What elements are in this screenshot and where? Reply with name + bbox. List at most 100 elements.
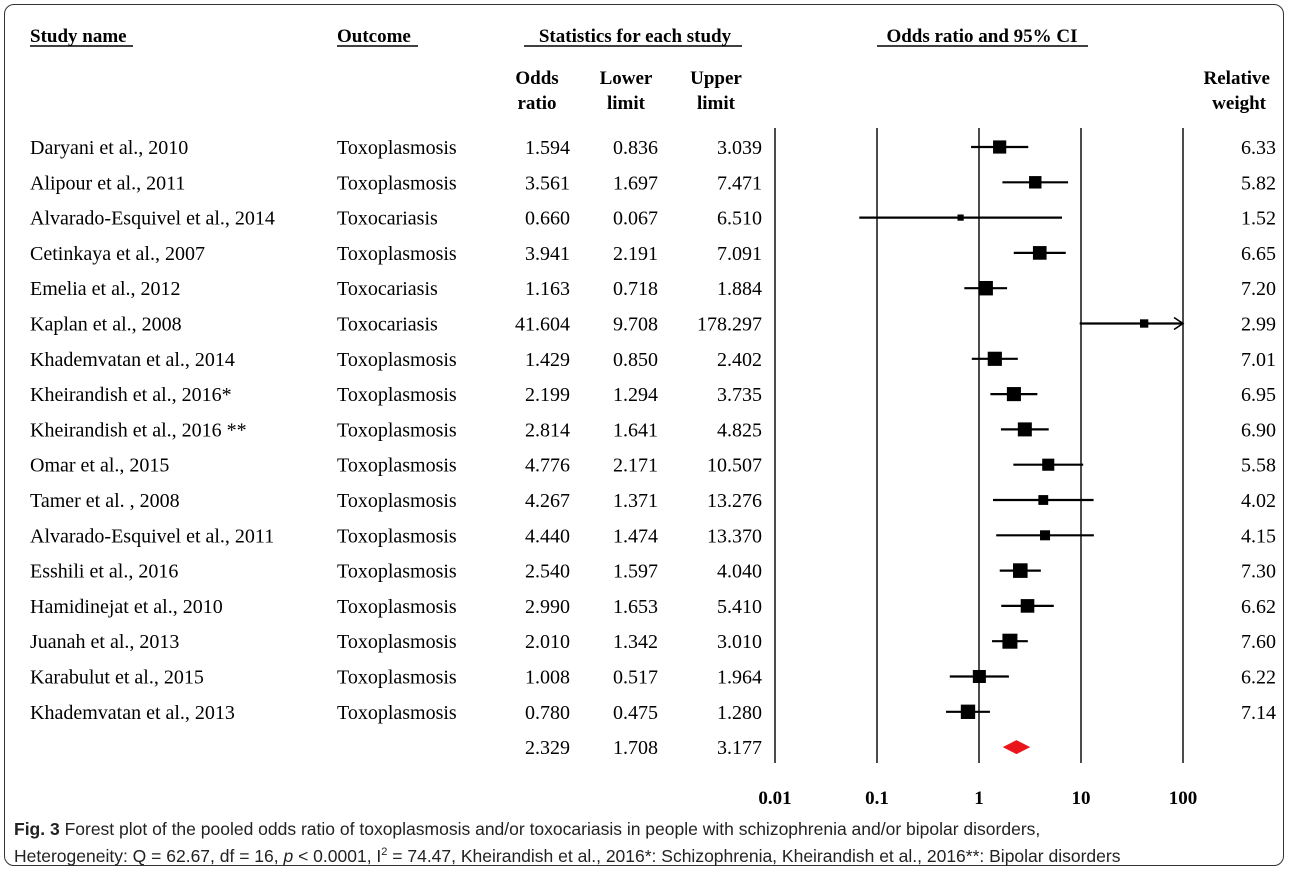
point-marker-16 <box>960 704 976 719</box>
study-or-12: 2.540 <box>525 561 570 583</box>
study-or-14: 2.010 <box>525 631 570 653</box>
study-lower-6: 0.850 <box>613 349 658 371</box>
figure-label: Fig. 3 <box>14 819 60 839</box>
header-lower: Lower <box>600 68 653 89</box>
point-marker-4 <box>978 280 993 296</box>
header-odds-ratio-ci: Odds ratio and 95% CI <box>886 26 1077 47</box>
point-marker-6 <box>987 351 1002 366</box>
ci-arrow-5 <box>1173 316 1185 331</box>
study-name-6: Khademvatan et al., 2014 <box>30 349 235 371</box>
study-outcome-1: Toxoplasmosis <box>337 172 457 194</box>
study-name-4: Emelia et al., 2012 <box>30 278 181 300</box>
study-upper-5: 178.297 <box>697 314 762 336</box>
point-marker-3 <box>1032 246 1047 260</box>
point-marker-7 <box>1006 387 1021 402</box>
study-or-5: 41.604 <box>515 314 570 336</box>
study-lower-4: 0.718 <box>613 278 658 300</box>
x-tick-label-4: 100 <box>1169 788 1198 809</box>
study-name-5: Kaplan et al., 2008 <box>30 314 182 336</box>
study-or-10: 4.267 <box>525 490 570 512</box>
point-marker-1 <box>1029 176 1042 189</box>
study-lower-5: 9.708 <box>613 314 658 336</box>
point-marker-14 <box>1002 633 1018 649</box>
study-lower-0: 0.836 <box>613 137 658 159</box>
study-outcome-10: Toxoplasmosis <box>337 490 457 512</box>
study-lower-10: 1.371 <box>613 490 658 512</box>
study-or-4: 1.163 <box>525 278 570 300</box>
study-lower-8: 1.641 <box>613 419 658 441</box>
study-or-16: 0.780 <box>525 702 570 724</box>
point-marker-0 <box>993 140 1007 154</box>
study-outcome-6: Toxoplasmosis <box>337 349 457 371</box>
study-or-0: 1.594 <box>525 137 570 159</box>
study-or-2: 0.660 <box>525 208 570 230</box>
study-or-1: 3.561 <box>525 172 570 194</box>
caption-sup: 2 <box>381 846 388 858</box>
study-lower-11: 1.474 <box>613 525 658 547</box>
header-relative: Relative <box>1204 68 1270 89</box>
study-name-2: Alvarado-Esquivel et al., 2014 <box>30 208 275 230</box>
study-lower-16: 0.475 <box>613 702 658 724</box>
study-upper-14: 3.010 <box>717 631 762 653</box>
figure-frame <box>4 4 1284 866</box>
study-outcome-7: Toxoplasmosis <box>337 384 457 406</box>
study-or-11: 4.440 <box>525 525 570 547</box>
study-outcome-13: Toxoplasmosis <box>337 596 457 618</box>
pooled-upper: 3.177 <box>717 737 762 759</box>
study-outcome-14: Toxoplasmosis <box>337 631 457 653</box>
point-marker-15 <box>972 669 986 684</box>
point-marker-11 <box>1040 530 1051 541</box>
study-upper-7: 3.735 <box>717 384 762 406</box>
study-weight-1: 5.82 <box>1241 172 1276 194</box>
study-lower-2: 0.067 <box>613 208 658 230</box>
point-marker-10 <box>1038 495 1049 505</box>
study-or-13: 2.990 <box>525 596 570 618</box>
pooled-lower: 1.708 <box>613 737 658 759</box>
study-weight-7: 6.95 <box>1241 384 1276 406</box>
study-weight-13: 6.62 <box>1241 596 1276 618</box>
study-weight-6: 7.01 <box>1241 349 1276 371</box>
caption-p: p <box>283 845 294 866</box>
study-name-15: Karabulut et al., 2015 <box>30 667 204 689</box>
study-outcome-8: Toxoplasmosis <box>337 419 457 441</box>
study-or-8: 2.814 <box>525 419 570 441</box>
study-name-9: Omar et al., 2015 <box>30 455 169 477</box>
study-outcome-5: Toxocariasis <box>337 314 438 336</box>
pooled-diamond <box>1002 740 1031 755</box>
study-outcome-2: Toxocariasis <box>337 208 438 230</box>
study-outcome-11: Toxoplasmosis <box>337 525 457 547</box>
study-upper-13: 5.410 <box>717 596 762 618</box>
study-name-0: Daryani et al., 2010 <box>30 137 188 159</box>
point-marker-12 <box>1013 563 1028 578</box>
point-marker-5 <box>1139 319 1149 328</box>
study-upper-16: 1.280 <box>717 702 762 724</box>
study-name-8: Kheirandish et al., 2016 ** <box>30 419 247 441</box>
study-weight-5: 2.99 <box>1241 314 1276 336</box>
study-outcome-9: Toxoplasmosis <box>337 455 457 477</box>
study-upper-15: 1.964 <box>717 667 762 689</box>
caption-line2-b: < 0.0001, I <box>293 845 382 866</box>
header-odds: Odds <box>515 68 558 89</box>
study-upper-11: 13.370 <box>707 525 762 547</box>
study-upper-1: 7.471 <box>717 172 762 194</box>
study-lower-1: 1.697 <box>613 172 658 194</box>
study-weight-9: 5.58 <box>1241 455 1276 477</box>
study-outcome-4: Toxocariasis <box>337 278 438 300</box>
header-upper: Upper <box>690 68 742 89</box>
pooled-or: 2.329 <box>525 737 570 759</box>
header-study-name: Study name <box>30 26 127 47</box>
point-marker-2 <box>957 214 964 221</box>
study-weight-11: 4.15 <box>1241 525 1276 547</box>
study-lower-9: 2.171 <box>613 455 658 477</box>
study-weight-0: 6.33 <box>1241 137 1276 159</box>
study-upper-10: 13.276 <box>707 490 762 512</box>
figure-caption: Fig. 3 Forest plot of the pooled odds ra… <box>14 818 1276 868</box>
header-upper-limit: limit <box>697 93 736 114</box>
study-outcome-3: Toxoplasmosis <box>337 243 457 265</box>
study-or-3: 3.941 <box>525 243 570 265</box>
study-weight-14: 7.60 <box>1241 631 1276 653</box>
study-weight-2: 1.52 <box>1241 208 1276 230</box>
study-weight-3: 6.65 <box>1241 243 1276 265</box>
caption-line2-c: = 74.47, Kheirandish et al., 2016*: Schi… <box>387 845 1121 866</box>
study-name-12: Esshili et al., 2016 <box>30 561 178 583</box>
